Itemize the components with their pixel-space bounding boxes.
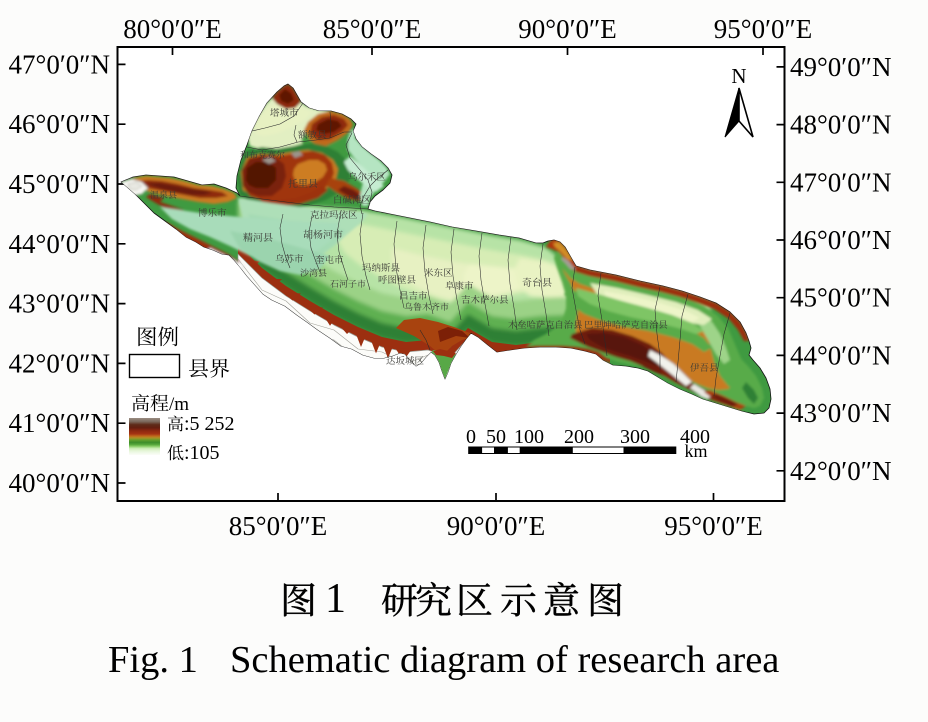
svg-text:100: 100 <box>514 426 544 448</box>
svg-text:43°0′0″N: 43°0′0″N <box>9 289 110 319</box>
svg-text:90°0′0″E: 90°0′0″E <box>447 511 545 541</box>
svg-text:90°0′0″E: 90°0′0″E <box>518 14 616 44</box>
svg-text:300: 300 <box>620 426 650 448</box>
svg-text:85°0′0″E: 85°0′0″E <box>323 14 421 44</box>
svg-text:45°0′0″N: 45°0′0″N <box>9 169 110 199</box>
svg-text:/m: /m <box>169 394 189 415</box>
svg-text:46°0′0″N: 46°0′0″N <box>9 109 110 139</box>
svg-text:40°0′0″N: 40°0′0″N <box>9 468 110 498</box>
svg-text:95°0′0″E: 95°0′0″E <box>714 14 812 44</box>
svg-text:44°0′0″N: 44°0′0″N <box>790 340 891 370</box>
svg-text:200: 200 <box>564 426 594 448</box>
svg-text:Fig. 1: Fig. 1 <box>108 639 198 681</box>
svg-text:80°0′0″E: 80°0′0″E <box>123 14 221 44</box>
svg-text:46°0′0″N: 46°0′0″N <box>790 225 891 255</box>
svg-text:Schematic diagram of research: Schematic diagram of research area <box>230 639 779 681</box>
svg-text:50: 50 <box>486 426 506 448</box>
svg-text:43°0′0″N: 43°0′0″N <box>790 398 891 428</box>
svg-text:47°0′0″N: 47°0′0″N <box>9 49 110 79</box>
svg-text:400: 400 <box>680 426 710 448</box>
svg-text::5 252: :5 252 <box>184 413 235 435</box>
svg-text:41°0′0″N: 41°0′0″N <box>9 408 110 438</box>
svg-text:1: 1 <box>325 576 346 622</box>
svg-text:0: 0 <box>466 426 476 448</box>
svg-text:85°0′0″E: 85°0′0″E <box>229 511 327 541</box>
svg-text:42°0′0″N: 42°0′0″N <box>790 456 891 486</box>
svg-text:95°0′0″E: 95°0′0″E <box>664 511 762 541</box>
svg-text:45°0′0″N: 45°0′0″N <box>790 283 891 313</box>
svg-text::105: :105 <box>184 442 220 464</box>
svg-text:49°0′0″N: 49°0′0″N <box>790 52 891 82</box>
svg-text:42°0′0″N: 42°0′0″N <box>9 348 110 378</box>
svg-text:km: km <box>684 441 707 461</box>
svg-text:47°0′0″N: 47°0′0″N <box>790 167 891 197</box>
svg-text:48°0′0″N: 48°0′0″N <box>790 110 891 140</box>
svg-text:44°0′0″N: 44°0′0″N <box>9 229 110 259</box>
svg-text:N: N <box>731 64 746 88</box>
